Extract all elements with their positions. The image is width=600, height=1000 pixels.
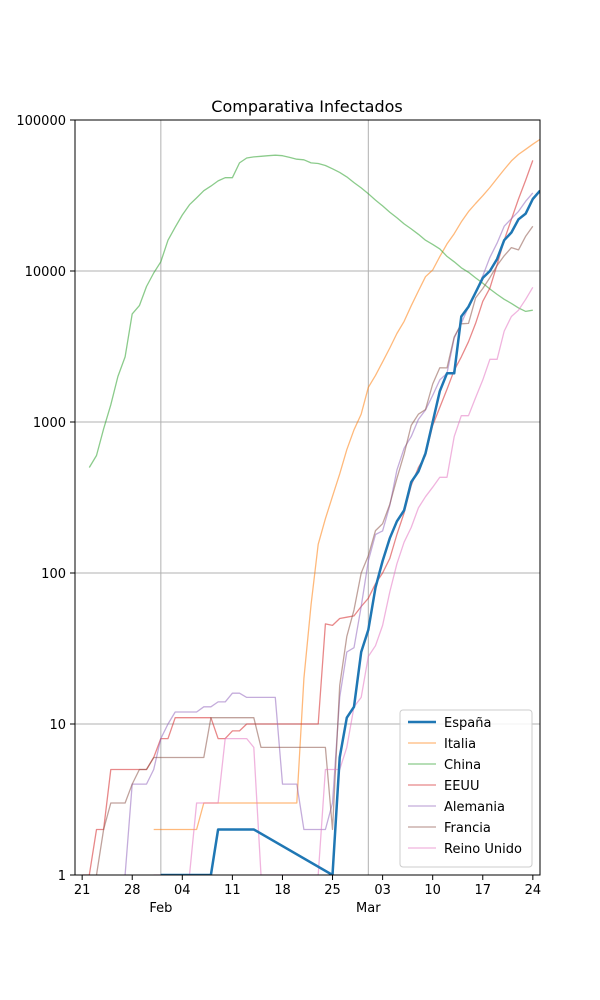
legend-label: EEUU [444, 779, 479, 794]
x-tick-label: 04 [174, 883, 191, 898]
x-major-label: Mar [356, 901, 381, 916]
plot-area [82, 138, 540, 875]
x-tick-label: 21 [74, 883, 91, 898]
legend-label: China [444, 758, 481, 773]
y-tick-label: 1 [58, 869, 66, 884]
plot-frame [74, 119, 541, 876]
x-tick-label: 10 [424, 883, 441, 898]
legend-label: Reino Unido [444, 842, 522, 857]
x-tick-label: 28 [124, 883, 141, 898]
series-line-reino-unido [153, 286, 534, 875]
x-tick-label: 25 [324, 883, 341, 898]
series-line-españa [160, 189, 540, 875]
x-tick-label: 03 [374, 883, 391, 898]
legend-label: España [444, 716, 491, 731]
y-tick-label: 1000 [33, 416, 66, 431]
x-tick-label: 11 [224, 883, 241, 898]
x-major-label: Feb [149, 901, 172, 916]
series-line-china [88, 154, 533, 468]
series-line-italia [153, 138, 540, 831]
x-tick-label: 18 [274, 883, 291, 898]
y-tick-label: 100 [41, 567, 66, 582]
legend-label: Alemania [444, 800, 505, 815]
series-line-eeuu [82, 160, 534, 875]
y-tick-label: 10 [49, 718, 66, 733]
x-tick-label: 24 [525, 883, 542, 898]
legend-label: Italia [444, 737, 476, 752]
series-line-francia [95, 225, 534, 875]
chart-title: Comparativa Infectados [211, 97, 402, 116]
y-tick-label: 10000 [25, 265, 66, 280]
legend: España Italia China EEUU Alemania Francia Rein… [399, 709, 533, 868]
x-tick-label: 17 [474, 883, 491, 898]
legend-box [399, 709, 533, 868]
y-tick-label: 100000 [16, 114, 66, 129]
axes: 21 28 04 11 18 25 03 10 17 24 Feb Mar 1 10 100 1000 1000… [16, 114, 541, 916]
legend-label: Francia [444, 821, 491, 836]
